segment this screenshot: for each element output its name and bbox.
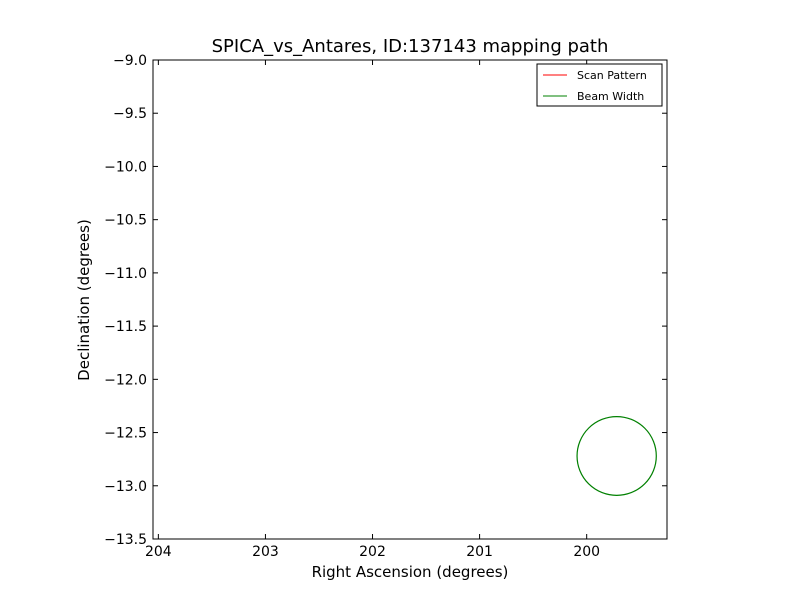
plot-frame [152,59,668,540]
plot-area [153,60,667,539]
x-tick-label: 202 [359,544,386,560]
series-layer [576,415,657,496]
x-tick-label: 203 [252,544,279,560]
y-tick-label: −9.0 [113,53,147,69]
y-tick-label: −12.0 [104,372,147,388]
y-tick-label: −13.0 [104,479,147,495]
legend: Scan Pattern Beam Width [536,63,663,107]
x-tick-label: 204 [145,544,172,560]
beam-width-circle [576,415,657,496]
y-tick-label: −11.5 [104,319,147,335]
y-tick-label: −10.0 [104,159,147,175]
y-tick-label: −12.5 [104,426,147,442]
x-tick-label: 200 [573,544,600,560]
y-tick-label: −10.5 [104,213,147,229]
legend-box [536,63,663,107]
y-axis-label: Declination (degrees) [75,219,93,381]
chart-title: SPICA_vs_Antares, ID:137143 mapping path [212,36,609,57]
x-axis-label: Right Ascension (degrees) [312,563,509,581]
y-tick-label: −9.5 [113,106,147,122]
legend-label-scan-pattern: Scan Pattern [577,69,647,82]
x-tick-label: 201 [466,544,493,560]
y-tick-label: −11.0 [104,266,147,282]
legend-label-beam-width: Beam Width [577,90,644,103]
ticks-layer: 204 203 202 201 200 −9.0 −9.5 −10.0 −10.5 −11.0 −1… [104,53,667,560]
y-tick-label: −13.5 [104,532,147,548]
